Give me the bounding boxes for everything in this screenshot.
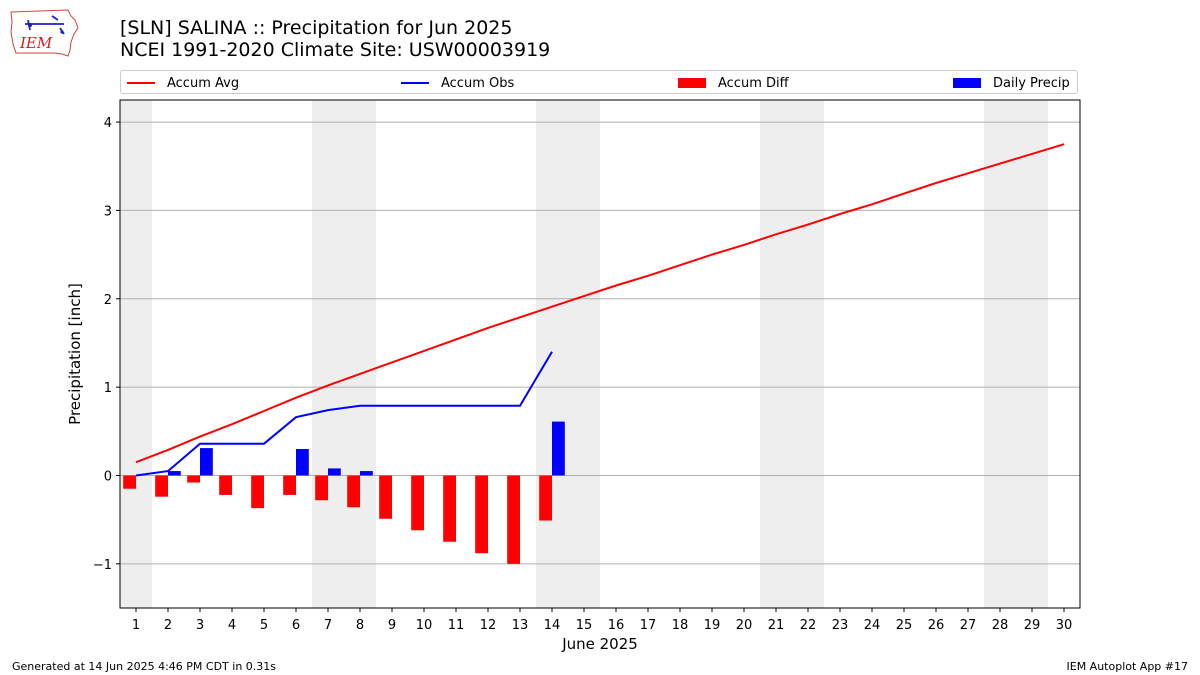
weekend-band [984,100,1048,608]
logo-text: IEM [19,34,53,52]
weekend-band [312,100,376,608]
plot-frame [119,99,1081,609]
x-tick-label: 9 [388,618,396,633]
accum-diff-bar [155,475,168,497]
accum-diff-bar [219,475,232,495]
gridlines [120,121,1080,565]
y-tick-label: 0 [104,469,112,484]
x-tick-label: 23 [832,618,849,633]
accum-diff-bar [507,475,520,564]
accum-avg-line [135,143,1065,464]
legend: Accum Avg Accum Obs Accum Diff Daily Pre… [120,70,1078,94]
footer-generated-text: Generated at 14 Jun 2025 4:46 PM CDT in … [12,660,277,673]
x-tick-label: 15 [576,618,593,633]
iem-logo: IEM [8,6,80,60]
y-tick-label: 3 [104,204,112,219]
weekend-band [536,100,600,608]
legend-item-daily-precip: Daily Precip [953,74,1070,92]
y-tick-label: 2 [104,293,112,308]
iowa-map-icon: IEM [10,9,79,57]
daily-precip-bar [328,468,341,476]
x-tick-label: 30 [1056,618,1073,633]
x-tick-label: 17 [640,618,657,633]
x-tick-label: 27 [960,618,977,633]
accum-diff-bar [443,475,456,542]
daily-precip-bar [200,448,213,476]
legend-item-accum-obs: Accum Obs [401,74,514,92]
x-tick-label: 25 [896,618,913,633]
x-tick-label: 8 [356,618,364,633]
chart-title: [SLN] SALINA :: Precipitation for Jun 20… [120,17,513,39]
x-tick-label: 13 [512,618,529,633]
accum-diff-bar [251,475,264,509]
y-axis-label: Precipitation [inch] [66,283,84,425]
x-tick-label: 5 [260,618,268,633]
daily-precip-bar [552,421,565,476]
legend-swatch [401,82,429,84]
legend-label: Accum Obs [441,75,515,91]
legend-label: Daily Precip [993,75,1070,91]
accum-diff-bar [347,475,360,508]
y-tick-label: 1 [104,381,112,396]
y-tick-label: 4 [104,116,112,131]
x-tick-label: 16 [608,618,625,633]
x-tick-label: 10 [416,618,433,633]
accum-diff-bar [539,475,552,521]
daily-precip-bar [360,471,373,476]
accum-diff-bar [283,475,296,495]
x-tick-label: 14 [544,618,561,633]
legend-item-accum-avg: Accum Avg [127,74,239,92]
x-tick-label: 28 [992,618,1009,633]
footer-app-text: IEM Autoplot App #17 [1066,660,1189,673]
legend-swatch [127,82,155,84]
x-tick-label: 7 [324,618,332,633]
weekend-band [120,100,152,608]
daily-precip-bar [296,448,309,476]
legend-item-accum-diff: Accum Diff [678,74,789,92]
x-tick-label: 20 [736,618,753,633]
x-tick-label: 29 [1024,618,1041,633]
weekend-band [760,100,824,608]
x-tick-label: 4 [228,618,236,633]
daily-precip-bar [168,471,181,476]
x-tick-label: 26 [928,618,945,633]
weekend-bands [120,100,1048,608]
x-tick-label: 2 [164,618,172,633]
legend-label: Accum Avg [167,75,240,91]
x-tick-label: 11 [448,618,465,633]
accum-diff-bar [187,475,200,483]
x-tick-label: 6 [292,618,300,633]
y-tick-label: −1 [93,558,112,573]
bars [123,421,565,564]
x-axis-label: June 2025 [561,635,638,653]
legend-swatch [953,78,981,88]
x-tick-label: 24 [864,618,881,633]
x-tick-label: 21 [768,618,785,633]
x-tick-label: 22 [800,618,817,633]
series-lines [135,143,1065,477]
x-tick-label: 18 [672,618,689,633]
x-tick-label: 1 [132,618,140,633]
x-tick-label: 3 [196,618,204,633]
accum-diff-bar [315,475,328,501]
legend-swatch [678,78,706,88]
accum-diff-bar [379,475,392,519]
accum-diff-bar [123,475,136,489]
accum-obs-line [135,351,553,477]
x-tick-label: 12 [480,618,497,633]
accum-diff-bar [411,475,424,531]
x-tick-label: 19 [704,618,721,633]
accum-diff-bar [475,475,488,554]
chart-subtitle: NCEI 1991-2020 Climate Site: USW00003919 [120,39,551,61]
legend-label: Accum Diff [718,75,789,91]
